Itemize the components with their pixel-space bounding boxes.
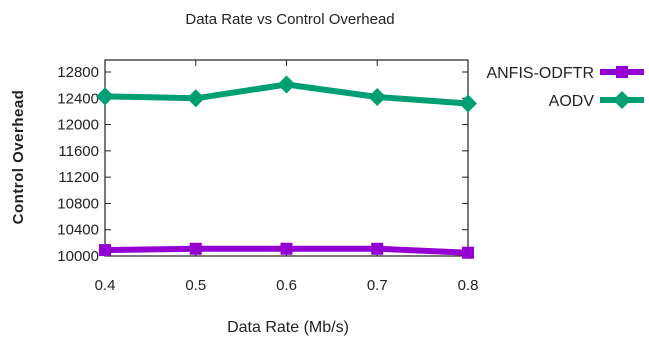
x-tick-label: 0.8: [458, 277, 479, 294]
legend-label: ANFIS-ODFTR: [486, 65, 594, 82]
y-tick-label: 12000: [57, 117, 99, 134]
data-point: [189, 242, 202, 255]
x-tick-label: 0.4: [95, 277, 116, 294]
y-tick-label: 11600: [58, 143, 99, 160]
data-point: [368, 87, 387, 106]
data-point: [462, 246, 474, 259]
legend-item: ANFIS-ODFTR: [486, 65, 644, 82]
y-tick-label: 10400: [57, 222, 99, 239]
legend-swatch-marker: [616, 66, 628, 78]
x-tick-label: 0.6: [276, 277, 297, 294]
chart-title: Data Rate vs Control Overhead: [185, 11, 394, 28]
y-tick-label: 12400: [57, 90, 99, 107]
y-axis-ticks: 10000 10400 10800 11200 11600 12000 12400 12800: [57, 64, 468, 265]
series-anfis-odftr: [99, 242, 474, 259]
x-tick-label: 0.7: [367, 277, 388, 294]
data-point: [280, 242, 293, 255]
y-tick-label: 12800: [57, 64, 99, 81]
y-tick-label: 10800: [57, 195, 99, 212]
y-tick-label: 10000: [57, 248, 99, 265]
y-axis-label: Control Overhead: [10, 90, 27, 225]
data-point: [96, 87, 114, 106]
legend-item: AODV: [549, 91, 644, 110]
data-point: [371, 242, 384, 255]
x-axis-ticks: 0.4 0.5 0.6 0.7 0.8: [95, 60, 479, 294]
data-point: [99, 244, 111, 257]
y-tick-label: 11200: [58, 169, 99, 186]
data-point: [186, 89, 205, 108]
x-axis-label: Data Rate (Mb/s): [227, 319, 349, 336]
legend-label: AODV: [549, 93, 595, 110]
legend: ANFIS-ODFTR AODV: [486, 65, 644, 110]
data-point: [277, 75, 296, 94]
series-aodv: [96, 75, 477, 113]
legend-swatch-marker: [613, 91, 631, 109]
x-tick-label: 0.5: [185, 277, 206, 294]
data-point: [459, 94, 477, 113]
series-layer: [96, 75, 477, 259]
